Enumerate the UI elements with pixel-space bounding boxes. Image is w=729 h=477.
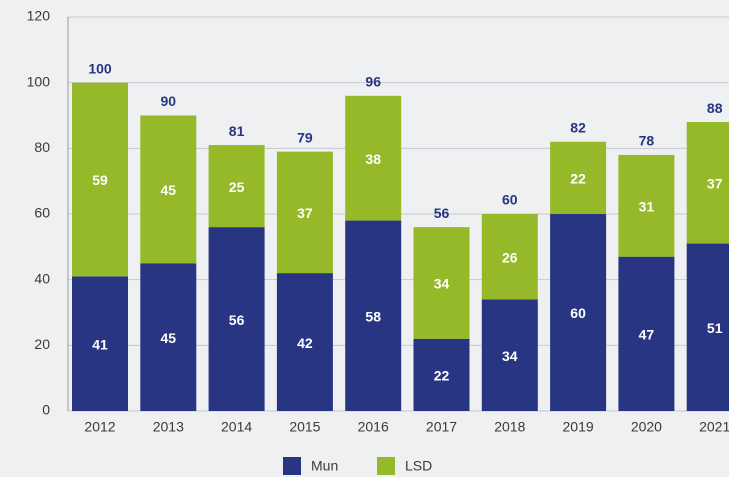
x-tick-label: 2016	[358, 419, 389, 435]
x-tick-label: 2019	[563, 419, 594, 435]
segment-label: 58	[365, 308, 381, 324]
legend-label: Mun	[311, 458, 338, 474]
total-label: 82	[570, 119, 586, 135]
segment-label: 37	[297, 205, 313, 221]
total-label: 79	[297, 129, 313, 145]
bar-segment	[686, 122, 729, 244]
bar-segment	[413, 227, 470, 339]
x-tick-label: 2018	[494, 419, 525, 435]
bar-segment	[140, 115, 197, 264]
segment-label: 38	[365, 151, 381, 167]
y-tick-label: 80	[34, 139, 50, 155]
x-tick-label: 2014	[221, 419, 252, 435]
x-tick-label: 2020	[631, 419, 662, 435]
total-label: 56	[434, 205, 450, 221]
y-tick-label: 40	[34, 270, 50, 286]
bar-segment	[345, 95, 402, 221]
legend-label: LSD	[405, 458, 432, 474]
segment-label: 22	[570, 171, 586, 187]
total-label: 90	[161, 93, 177, 109]
segment-label: 60	[570, 305, 586, 321]
bar-segment	[72, 82, 128, 277]
segment-label: 26	[502, 249, 518, 265]
legend-swatch	[283, 457, 301, 475]
segment-label: 45	[161, 330, 177, 346]
bar-segment	[481, 299, 538, 411]
y-tick-label: 0	[42, 402, 50, 418]
x-tick-label: 2012	[84, 419, 115, 435]
bar-segment	[413, 338, 470, 411]
y-tick-label: 60	[34, 205, 50, 221]
y-tick-label: 120	[27, 8, 51, 24]
segment-label: 42	[297, 335, 313, 351]
segment-label: 41	[92, 336, 108, 352]
segment-label: 22	[434, 368, 450, 384]
segment-label: 34	[502, 348, 518, 364]
bar-segment	[208, 145, 265, 228]
bar-segment	[140, 263, 197, 411]
segment-label: 31	[639, 198, 655, 214]
bar-segment	[481, 214, 538, 300]
bar-segment	[72, 276, 128, 411]
x-tick-label: 2017	[426, 419, 457, 435]
x-tick-label: 2013	[153, 419, 184, 435]
total-label: 78	[639, 133, 655, 149]
legend-swatch	[377, 457, 395, 475]
bar-segment	[550, 214, 607, 411]
bar-segment	[345, 220, 402, 411]
x-tick-label: 2015	[289, 419, 320, 435]
bar-segment	[618, 154, 675, 257]
bar-segment	[208, 227, 265, 411]
segment-label: 59	[92, 172, 108, 188]
y-tick-label: 20	[34, 336, 50, 352]
bar-segment	[276, 151, 333, 274]
total-label: 60	[502, 192, 518, 208]
segment-label: 47	[639, 327, 655, 343]
y-tick-label: 100	[27, 73, 51, 89]
segment-label: 56	[229, 312, 245, 328]
bar-segment	[618, 256, 675, 411]
bar-segment	[686, 243, 729, 411]
total-label: 81	[229, 123, 245, 139]
x-tick-label: 2021	[699, 419, 729, 435]
bar-segment	[550, 141, 607, 214]
total-label: 100	[88, 60, 112, 76]
total-label: 96	[365, 74, 381, 90]
segment-label: 37	[707, 176, 723, 192]
segment-label: 51	[707, 320, 723, 336]
segment-label: 45	[161, 182, 177, 198]
total-label: 88	[707, 100, 723, 116]
segment-label: 34	[434, 276, 450, 292]
segment-label: 25	[229, 179, 245, 195]
bar-segment	[276, 273, 333, 411]
